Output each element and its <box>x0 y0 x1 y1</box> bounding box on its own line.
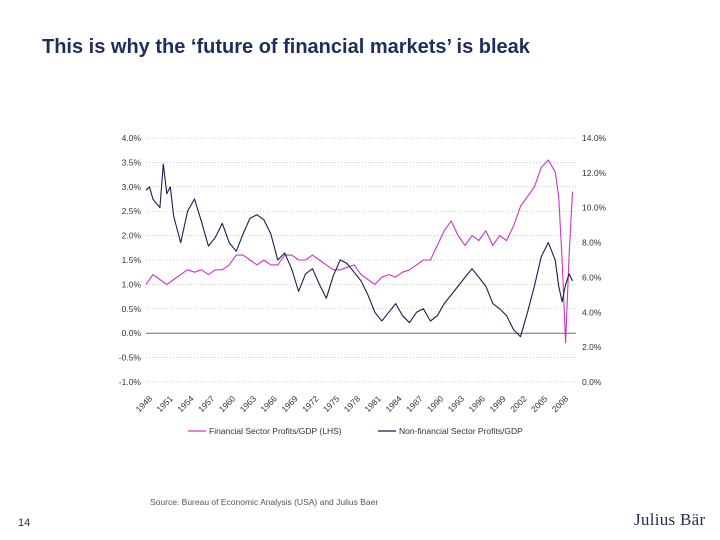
nonfinancial-profits-line <box>145 163 573 338</box>
x-tick-label: 1996 <box>467 393 488 414</box>
x-axis-ticks: 1948 1951 1954 1957 1960 1963 1966 1969 1972 1975… <box>134 393 571 414</box>
right-tick-label: 6.0% <box>582 272 602 282</box>
x-tick-label: 1972 <box>300 393 321 414</box>
right-tick-label: 14.0% <box>582 133 607 143</box>
x-tick-label: 1960 <box>217 393 238 414</box>
left-tick-label: 1.5% <box>122 255 142 265</box>
x-tick-label: 1978 <box>342 393 363 414</box>
x-tick-label: 1990 <box>425 393 446 414</box>
left-tick-label: 1.0% <box>122 279 142 289</box>
right-axis-ticks: 14.0% 12.0% 10.0% 8.0% 6.0% 4.0% 2.0% 0.0% <box>582 133 607 387</box>
x-tick-label: 1999 <box>487 393 508 414</box>
left-tick-label: -0.5% <box>119 353 142 363</box>
left-tick-label: 2.0% <box>122 231 142 241</box>
legend-financial-label: Financial Sector Profits/GDP (LHS) <box>209 426 342 436</box>
x-tick-label: 1951 <box>154 393 175 414</box>
left-tick-label: 4.0% <box>122 133 142 143</box>
profits-line-chart: 4.0% 3.5% 3.0% 2.5% 2.0% 1.5% 1.0% 0.5% 0.0% -0.5… <box>119 133 607 436</box>
slide-title: This is why the ‘future of financial mar… <box>42 36 530 58</box>
x-tick-label: 1957 <box>196 393 217 414</box>
left-tick-label: 0.5% <box>122 304 142 314</box>
page-number: 14 <box>18 517 31 529</box>
right-tick-label: 4.0% <box>582 307 602 317</box>
series-lines <box>145 159 574 344</box>
left-tick-label: 3.5% <box>122 157 142 167</box>
left-tick-label: 3.0% <box>122 182 142 192</box>
x-tick-label: 1969 <box>279 393 300 414</box>
right-tick-label: 8.0% <box>582 238 602 248</box>
left-axis-ticks: 4.0% 3.5% 3.0% 2.5% 2.0% 1.5% 1.0% 0.5% 0.0% -0.5… <box>119 133 142 387</box>
right-tick-label: 2.0% <box>582 342 602 352</box>
x-tick-label: 1948 <box>134 393 155 414</box>
x-tick-label: 1966 <box>258 393 279 414</box>
right-tick-label: 10.0% <box>582 203 607 213</box>
x-tick-label: 1981 <box>363 393 384 414</box>
grid-lines <box>146 137 576 383</box>
right-tick-label: 12.0% <box>582 168 607 178</box>
right-tick-label: 0.0% <box>582 377 602 387</box>
x-tick-label: 1954 <box>175 393 196 414</box>
financial-profits-line <box>145 159 574 344</box>
source-note: Source: Bureau of Economic Analysis (USA… <box>150 497 379 507</box>
x-tick-label: 2005 <box>529 393 550 414</box>
x-tick-label: 2008 <box>550 393 571 414</box>
x-tick-label: 1984 <box>383 393 404 414</box>
julius-baer-logo: Julius Bär <box>634 510 706 529</box>
x-tick-label: 1963 <box>238 393 259 414</box>
chart-legend: Financial Sector Profits/GDP (LHS) Non-fi… <box>188 426 523 436</box>
left-tick-label: -1.0% <box>119 377 142 387</box>
x-tick-label: 1993 <box>446 393 467 414</box>
legend-nonfinancial-label: Non-financial Sector Profits/GDP <box>399 426 523 436</box>
left-tick-label: 2.5% <box>122 206 142 216</box>
x-tick-label: 2002 <box>508 393 529 414</box>
x-tick-label: 1975 <box>321 393 342 414</box>
left-tick-label: 0.0% <box>122 328 142 338</box>
x-tick-label: 1987 <box>404 393 425 414</box>
